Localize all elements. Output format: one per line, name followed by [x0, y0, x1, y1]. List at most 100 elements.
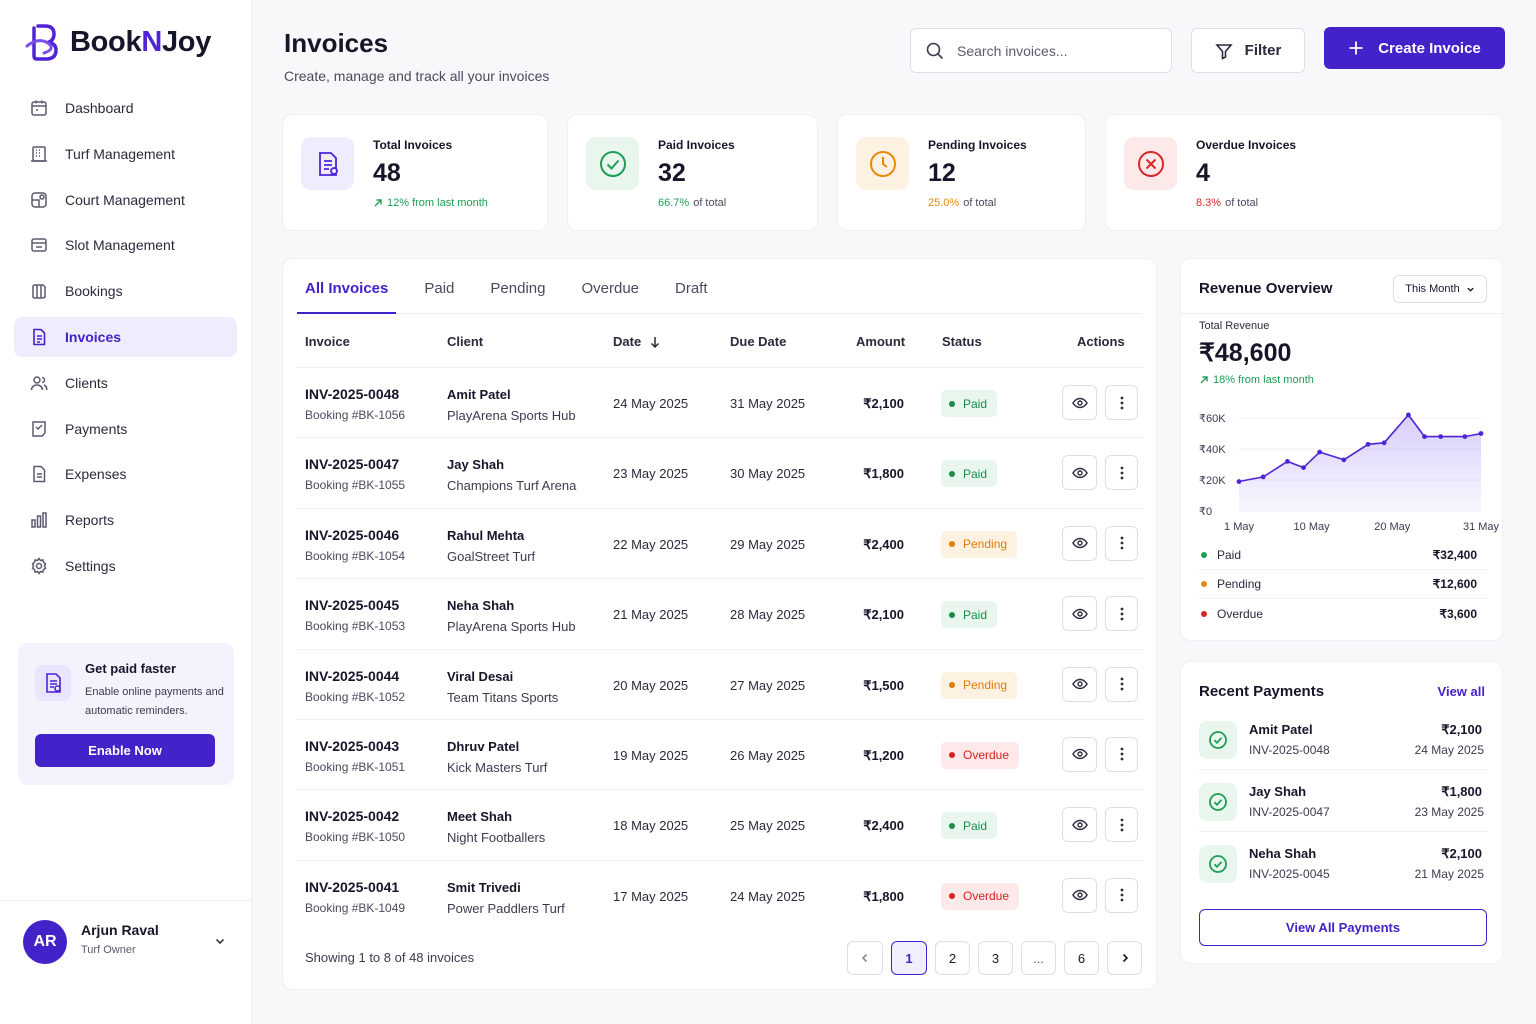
y-tick-label: ₹60K — [1199, 413, 1226, 425]
view-invoice-button[interactable] — [1062, 525, 1097, 561]
payment-item[interactable]: Amit Patel INV-2025-0048 ₹2,100 24 May 2… — [1199, 721, 1487, 783]
invoice-date: 21 May 2025 — [613, 607, 689, 623]
pagination-page-6[interactable]: 6 — [1064, 941, 1099, 975]
view-invoice-button[interactable] — [1062, 807, 1097, 843]
more-actions-button[interactable] — [1105, 666, 1138, 702]
invoice-id[interactable]: INV-2025-0041 — [305, 878, 400, 895]
chevron-down-icon[interactable] — [214, 935, 226, 947]
court-icon — [31, 191, 47, 208]
more-actions-button[interactable] — [1105, 525, 1138, 561]
payment-item[interactable]: Neha Shah INV-2025-0045 ₹2,100 21 May 20… — [1199, 845, 1487, 907]
view-all-payments-button[interactable]: View All Payments — [1199, 909, 1487, 946]
column-header-amount: Amount — [856, 334, 906, 349]
create-invoice-button[interactable]: Create Invoice — [1324, 27, 1505, 69]
nav-item-clients[interactable]: Clients — [14, 363, 237, 403]
create-invoice-label: Create Invoice — [1378, 39, 1481, 57]
invoice-date: 18 May 2025 — [613, 818, 689, 834]
more-actions-button[interactable] — [1105, 385, 1138, 420]
filter-icon — [1214, 43, 1233, 60]
stat-note: 8.3% of total — [1196, 197, 1258, 209]
search-input[interactable] — [957, 42, 1147, 59]
invoice-id[interactable]: INV-2025-0043 — [305, 737, 400, 754]
tab-overdue[interactable]: Overdue — [581, 280, 640, 297]
invoice-id[interactable]: INV-2025-0046 — [305, 526, 400, 543]
table-row[interactable]: INV-2025-0046 Booking #BK-1054 Rahul Meh… — [297, 507, 1144, 578]
client-venue: Night Footballers — [447, 830, 546, 846]
view-invoice-button[interactable] — [1062, 736, 1097, 772]
pagination-page-2[interactable]: 2 — [935, 941, 970, 975]
x-tick-label: 1 May — [1224, 521, 1254, 533]
invoice-id[interactable]: INV-2025-0047 — [305, 456, 400, 473]
nav-label: Invoices — [65, 328, 122, 345]
enable-now-button[interactable]: Enable Now — [35, 734, 215, 767]
tab-draft[interactable]: Draft — [675, 280, 708, 297]
nav-item-court-management[interactable]: Court Management — [14, 180, 237, 220]
tab-all-invoices[interactable]: All Invoices — [297, 259, 397, 314]
calendar-icon — [31, 100, 47, 116]
more-vertical-icon — [1120, 466, 1124, 480]
tab-paid[interactable]: Paid — [424, 280, 455, 297]
status-label: Pending — [963, 537, 1008, 552]
view-invoice-button[interactable] — [1062, 455, 1097, 491]
column-header-date[interactable]: Date — [613, 334, 661, 349]
nav-item-reports[interactable]: Reports — [14, 500, 237, 540]
nav-item-bookings[interactable]: Bookings — [14, 271, 237, 311]
sort-down-icon[interactable] — [649, 336, 661, 348]
invoice-id[interactable]: INV-2025-0042 — [305, 808, 400, 825]
pagination-page-1[interactable]: 1 — [891, 941, 927, 975]
period-dropdown[interactable]: This Month — [1393, 275, 1487, 303]
chevron-down-icon — [1467, 287, 1474, 292]
brand-logo[interactable]: BookNJoy — [24, 22, 211, 62]
nav-label: Court Management — [65, 191, 185, 208]
table-row[interactable]: INV-2025-0048 Booking #BK-1056 Amit Pate… — [297, 367, 1144, 437]
status-dot — [949, 611, 955, 618]
view-invoice-button[interactable] — [1062, 596, 1097, 632]
nav-item-slot-management[interactable]: Slot Management — [14, 225, 237, 265]
invoice-id[interactable]: INV-2025-0048 — [305, 386, 400, 402]
tab-pending[interactable]: Pending — [490, 280, 546, 297]
avatar: AR — [23, 920, 67, 964]
due-date: 29 May 2025 — [730, 536, 806, 552]
table-row[interactable]: INV-2025-0042 Booking #BK-1050 Meet Shah… — [297, 789, 1144, 859]
filter-button[interactable]: Filter — [1191, 28, 1305, 73]
pagination-prev-button[interactable] — [847, 941, 883, 975]
client-venue: Power Paddlers Turf — [447, 900, 565, 916]
due-date: 26 May 2025 — [730, 747, 806, 763]
nav-item-dashboard[interactable]: Dashboard — [14, 88, 237, 128]
nav-item-expenses[interactable]: Expenses — [14, 454, 237, 494]
nav-item-payments[interactable]: Payments — [14, 409, 237, 449]
search-box[interactable] — [910, 28, 1172, 73]
more-actions-button[interactable] — [1105, 455, 1138, 491]
invoice-id[interactable]: INV-2025-0045 — [305, 597, 400, 614]
legend-value: ₹3,600 — [1439, 607, 1477, 621]
stat-label: Paid Invoices — [658, 138, 735, 152]
table-row[interactable]: INV-2025-0047 Booking #BK-1055 Jay Shah … — [297, 437, 1144, 507]
stat-note: 25.0% of total — [928, 197, 996, 209]
more-actions-button[interactable] — [1105, 596, 1138, 632]
view-invoice-button[interactable] — [1062, 877, 1097, 913]
more-actions-button[interactable] — [1105, 807, 1138, 843]
nav-item-turf-management[interactable]: Turf Management — [14, 134, 237, 174]
payment-item[interactable]: Jay Shah INV-2025-0047 ₹1,800 23 May 202… — [1199, 783, 1487, 845]
table-row[interactable]: INV-2025-0043 Booking #BK-1051 Dhruv Pat… — [297, 718, 1144, 789]
nav-item-settings[interactable]: Settings — [14, 546, 237, 586]
nav-item-invoices[interactable]: Invoices — [14, 316, 237, 357]
column-header-invoice: Invoice — [305, 334, 350, 349]
view-invoice-button[interactable] — [1062, 385, 1097, 420]
invoice-id[interactable]: INV-2025-0044 — [305, 667, 400, 684]
pagination-page-3[interactable]: 3 — [978, 941, 1013, 975]
more-vertical-icon — [1120, 607, 1124, 621]
more-actions-button[interactable] — [1105, 877, 1138, 913]
view-all-link[interactable]: View all — [1437, 684, 1485, 699]
more-actions-button[interactable] — [1105, 736, 1138, 772]
eye-icon — [1071, 535, 1088, 551]
table-row[interactable]: INV-2025-0044 Booking #BK-1052 Viral Des… — [297, 648, 1144, 719]
pagination-next-button[interactable] — [1107, 941, 1142, 975]
table-row[interactable]: INV-2025-0045 Booking #BK-1053 Neha Shah… — [297, 578, 1144, 648]
view-invoice-button[interactable] — [1062, 666, 1097, 702]
table-row[interactable]: INV-2025-0041 Booking #BK-1049 Smit Triv… — [297, 859, 1144, 930]
status-dot — [949, 893, 955, 900]
total-revenue-value: ₹48,600 — [1199, 339, 1292, 367]
user-profile[interactable]: AR Arjun Raval Turf Owner — [0, 900, 252, 1024]
more-vertical-icon — [1120, 818, 1124, 832]
